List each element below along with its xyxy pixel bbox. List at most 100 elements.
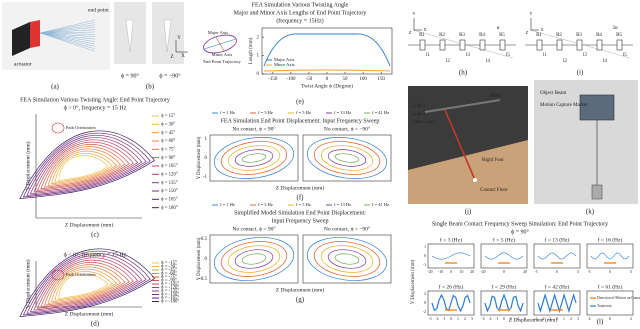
tick: 0 <box>556 317 558 321</box>
box <box>427 243 475 269</box>
label: Path Orientation <box>66 272 96 277</box>
label: No contact, ϕ = −90° <box>324 225 370 232</box>
curve <box>22 250 151 316</box>
curve <box>19 248 156 318</box>
line <box>39 32 96 35</box>
line <box>39 26 96 34</box>
legend-label: f = 3 Hz <box>258 202 273 207</box>
trajectory <box>306 237 388 281</box>
label: f = 13 (Hz) <box>545 236 570 243</box>
curve <box>431 252 471 260</box>
tick: 0 <box>609 270 611 274</box>
legend-label: ϕ = 120° <box>161 172 178 177</box>
trajectory <box>241 153 267 163</box>
label: X <box>540 27 544 32</box>
tick: 0 <box>424 254 426 258</box>
legend-label: ϕ = 150° <box>161 189 178 194</box>
label: Z Displacement (mm) <box>276 286 325 293</box>
trajectory <box>334 253 360 265</box>
legend-label: f = 13 Hz <box>334 110 351 115</box>
box <box>302 134 392 182</box>
actuator-face <box>30 20 40 48</box>
curve <box>51 268 117 303</box>
label: End Point Trajectory <box>203 59 241 64</box>
tick: 150 <box>377 77 385 82</box>
curve <box>36 141 134 191</box>
legend-label: ϕ = -45° <box>161 268 177 273</box>
tick: -2 <box>488 317 491 321</box>
box <box>616 39 623 51</box>
curve <box>40 144 130 190</box>
marker <box>473 178 477 182</box>
label: Slider <box>490 94 502 99</box>
tick: 2 <box>570 317 572 321</box>
curve <box>19 130 156 200</box>
legend-label: f = 41 Hz <box>372 110 389 115</box>
tick: 0 <box>205 257 208 262</box>
label: Z <box>170 55 173 60</box>
tick: 0 <box>257 72 260 77</box>
box <box>499 39 506 51</box>
label: end point <box>88 7 109 13</box>
tick: 20 <box>523 270 527 274</box>
tick: -2 <box>435 317 438 321</box>
tick: -150 <box>268 77 278 82</box>
label: α <box>497 26 500 31</box>
tick: -3 <box>534 317 537 321</box>
inset-ellipse <box>203 34 237 54</box>
curve <box>58 273 109 299</box>
y-label: Y Displacement (mm) <box>24 141 31 190</box>
legend-label: f = 1 Hz <box>220 202 235 207</box>
label: actuator <box>14 61 32 67</box>
legend-label: ϕ = 60° <box>161 139 175 144</box>
curve <box>537 252 577 260</box>
curve <box>47 148 122 186</box>
label: (c) <box>91 231 99 239</box>
label: ϕ = 90° <box>511 228 530 235</box>
label: R3 <box>459 33 465 38</box>
label: R4 <box>596 33 602 38</box>
line <box>39 32 96 50</box>
label: R1 <box>419 33 425 38</box>
trajectory <box>234 249 274 269</box>
label: (e) <box>296 98 304 106</box>
legend-label: ϕ = -150° <box>161 293 179 298</box>
line <box>215 36 225 52</box>
box <box>536 39 543 51</box>
beam <box>163 19 172 53</box>
tick: 1 <box>205 137 208 142</box>
label: No contact, ϕ = −90° <box>324 125 370 132</box>
label: (f) <box>297 194 305 202</box>
tick: 0 <box>450 317 452 321</box>
legend-label: ϕ = 165° <box>161 197 178 202</box>
legend-label: f = 5 Hz <box>296 202 311 207</box>
legend-label: ϕ = 180° <box>161 206 178 211</box>
tick: -10 <box>438 270 443 274</box>
label: Z Displacement (mm) <box>276 184 325 191</box>
tick: 3 <box>471 317 473 321</box>
label: Y <box>529 11 533 16</box>
label: Z Displacement (mm) <box>65 310 114 317</box>
line <box>39 31 96 34</box>
label: FEA Simulation End Point Displacement: I… <box>221 118 380 124</box>
curve <box>54 271 113 301</box>
label: R2 <box>439 33 445 38</box>
curve <box>26 252 147 314</box>
tick: 0 <box>503 317 505 321</box>
box <box>209 234 299 284</box>
legend-label: f = 1 Hz <box>220 110 235 115</box>
legend-label: ϕ = -30° <box>161 265 177 270</box>
curve <box>26 134 147 196</box>
tick: -1 <box>495 317 498 321</box>
box <box>302 234 392 284</box>
legend-label: f = 5 Hz <box>296 110 311 115</box>
trajectory <box>220 241 288 277</box>
label: Minor Axis <box>212 52 233 57</box>
tick: 0 <box>205 156 208 161</box>
line <box>39 22 96 34</box>
trajectory <box>327 249 367 269</box>
tick: 20 <box>470 270 474 274</box>
box <box>533 243 581 269</box>
line <box>39 32 96 52</box>
